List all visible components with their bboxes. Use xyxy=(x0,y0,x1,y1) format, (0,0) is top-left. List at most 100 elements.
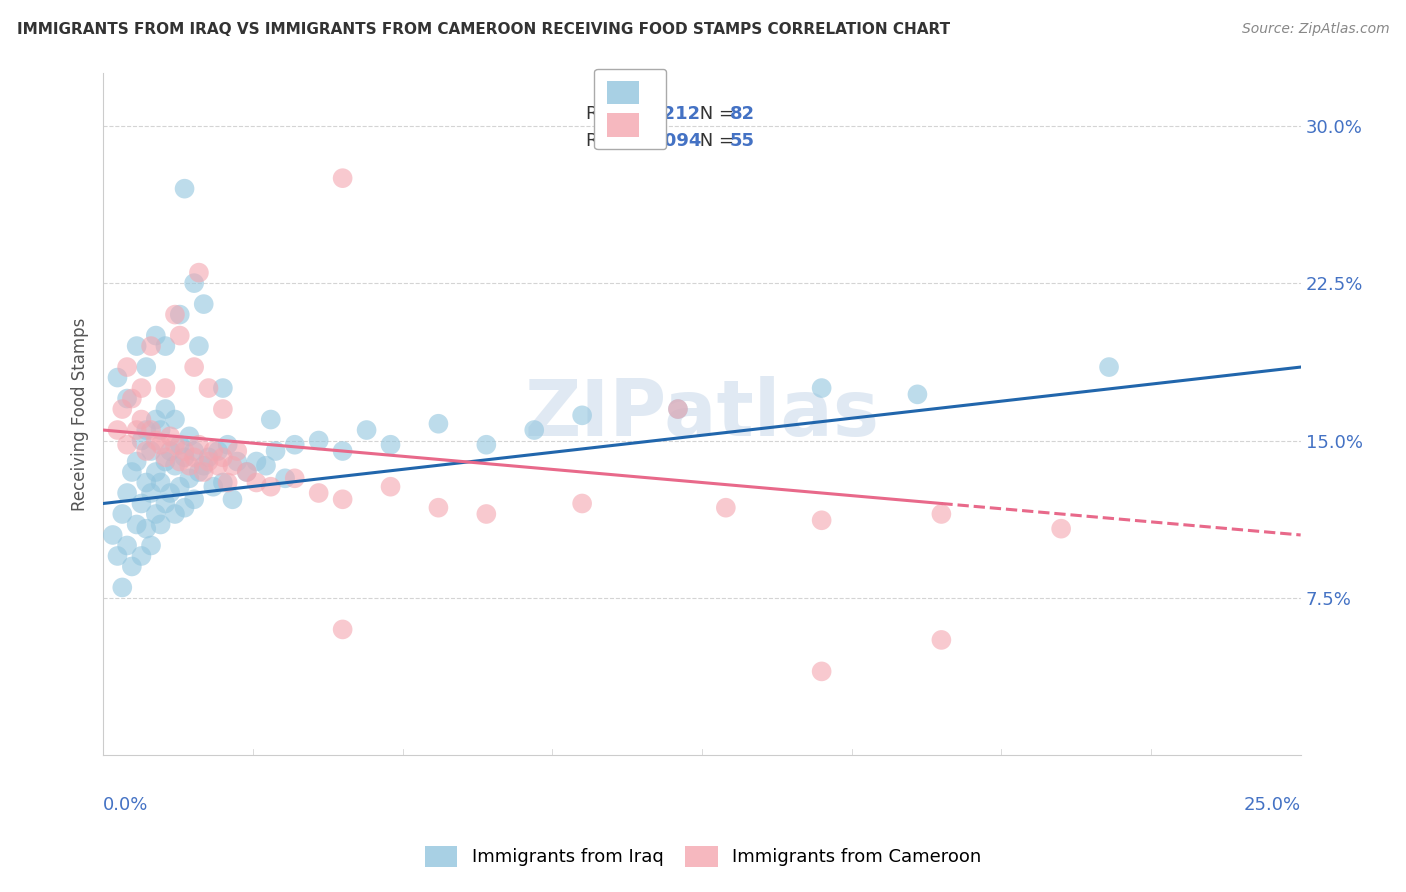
Point xyxy=(202,480,225,494)
Legend: Immigrants from Iraq, Immigrants from Cameroon: Immigrants from Iraq, Immigrants from Ca… xyxy=(418,838,988,874)
Point xyxy=(101,528,124,542)
Point xyxy=(356,423,378,437)
Point xyxy=(125,454,148,468)
Point xyxy=(197,454,219,468)
Point xyxy=(173,182,195,196)
Point xyxy=(131,434,153,448)
Point xyxy=(115,360,138,375)
Point xyxy=(212,381,235,395)
Text: ZIPatlas: ZIPatlas xyxy=(524,376,879,452)
Point xyxy=(173,450,195,465)
Point xyxy=(810,513,832,527)
Point xyxy=(931,507,953,521)
Point xyxy=(107,549,129,563)
Point xyxy=(173,444,195,458)
Point xyxy=(149,438,172,452)
Point xyxy=(202,444,225,458)
Point xyxy=(149,423,172,437)
Point xyxy=(121,392,143,406)
Point xyxy=(1098,360,1121,375)
Point xyxy=(111,507,134,521)
Point xyxy=(139,539,162,553)
Point xyxy=(193,297,215,311)
Point xyxy=(145,328,167,343)
Point xyxy=(260,480,283,494)
Point xyxy=(135,475,157,490)
Text: N =: N = xyxy=(693,105,740,123)
Point xyxy=(125,339,148,353)
Point xyxy=(125,517,148,532)
Point xyxy=(666,402,689,417)
Point xyxy=(236,465,259,479)
Point xyxy=(135,423,157,437)
Point xyxy=(427,500,450,515)
Legend: , : , xyxy=(593,69,666,149)
Point xyxy=(145,507,167,521)
Point xyxy=(159,429,181,443)
Text: 25.0%: 25.0% xyxy=(1243,797,1301,814)
Point xyxy=(145,465,167,479)
Point xyxy=(131,496,153,510)
Point xyxy=(139,423,162,437)
Point xyxy=(427,417,450,431)
Point xyxy=(111,402,134,417)
Point xyxy=(145,434,167,448)
Point xyxy=(155,496,177,510)
Point xyxy=(107,423,129,437)
Point xyxy=(187,438,209,452)
Point xyxy=(131,549,153,563)
Point xyxy=(163,458,186,473)
Point xyxy=(183,450,205,465)
Text: Source: ZipAtlas.com: Source: ZipAtlas.com xyxy=(1241,22,1389,37)
Text: 82: 82 xyxy=(730,105,755,123)
Point xyxy=(115,392,138,406)
Point xyxy=(173,500,195,515)
Point xyxy=(308,434,330,448)
Point xyxy=(187,339,209,353)
Text: IMMIGRANTS FROM IRAQ VS IMMIGRANTS FROM CAMEROON RECEIVING FOOD STAMPS CORRELATI: IMMIGRANTS FROM IRAQ VS IMMIGRANTS FROM … xyxy=(17,22,950,37)
Point xyxy=(931,632,953,647)
Point xyxy=(169,328,191,343)
Point xyxy=(135,522,157,536)
Text: R =: R = xyxy=(586,105,624,123)
Point xyxy=(212,402,235,417)
Point xyxy=(245,475,267,490)
Point xyxy=(571,496,593,510)
Point xyxy=(212,475,235,490)
Point xyxy=(169,438,191,452)
Point xyxy=(163,412,186,426)
Point xyxy=(139,444,162,458)
Point xyxy=(245,454,267,468)
Point xyxy=(380,438,402,452)
Point xyxy=(169,480,191,494)
Point xyxy=(207,444,229,458)
Point xyxy=(107,370,129,384)
Point xyxy=(135,360,157,375)
Point xyxy=(260,412,283,426)
Point xyxy=(121,465,143,479)
Text: 0.0%: 0.0% xyxy=(103,797,149,814)
Point xyxy=(380,480,402,494)
Point xyxy=(159,444,181,458)
Point xyxy=(226,444,249,458)
Point xyxy=(284,438,307,452)
Text: 55: 55 xyxy=(730,132,755,151)
Point xyxy=(193,458,215,473)
Point xyxy=(111,581,134,595)
Point xyxy=(217,438,239,452)
Point xyxy=(163,438,186,452)
Point xyxy=(149,475,172,490)
Point xyxy=(155,402,177,417)
Text: -0.094: -0.094 xyxy=(637,132,702,151)
Point xyxy=(221,458,243,473)
Point xyxy=(197,450,219,465)
Point xyxy=(183,492,205,507)
Point xyxy=(159,486,181,500)
Point xyxy=(155,381,177,395)
Point xyxy=(183,276,205,290)
Point xyxy=(714,500,737,515)
Point xyxy=(155,450,177,465)
Point xyxy=(264,444,287,458)
Point xyxy=(149,517,172,532)
Point xyxy=(212,450,235,465)
